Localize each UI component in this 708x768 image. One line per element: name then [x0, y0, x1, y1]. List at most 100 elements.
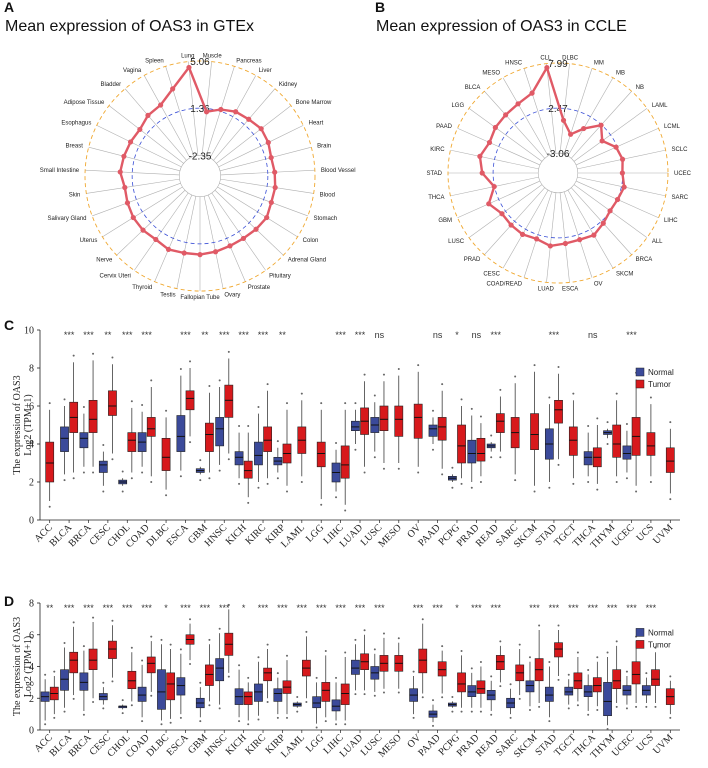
radar-spoke	[165, 66, 195, 157]
significance-label: ***	[549, 330, 560, 340]
normal-outlier	[276, 716, 279, 719]
radar-point	[227, 243, 233, 249]
radar-spoke	[571, 187, 632, 255]
tumor-outlier	[596, 708, 599, 711]
y-axis-label-line2: Log2 (TPM+1)	[23, 636, 34, 697]
significance-label: ***	[297, 603, 308, 613]
normal-outlier	[432, 448, 435, 451]
radar-category-label: Lung	[181, 54, 194, 60]
normal-outlier	[315, 726, 318, 729]
radar-point	[258, 126, 264, 132]
radar-spoke	[124, 88, 187, 161]
significance-label: ***	[83, 603, 94, 613]
tumor-outlier	[169, 721, 172, 724]
normal-outlier	[548, 720, 551, 723]
normal-outlier	[296, 710, 299, 713]
normal-box	[60, 669, 69, 691]
y-axis-label-line1: The expression of OAS3	[12, 617, 23, 716]
radar-category-label: Pituitary	[269, 273, 291, 279]
radar-point	[533, 236, 540, 242]
normal-outlier	[587, 713, 590, 716]
tumor-outlier	[441, 645, 444, 648]
legend-tumor-swatch	[635, 640, 645, 649]
tumor-box	[45, 441, 55, 483]
radar-category-label: Skin	[69, 192, 81, 198]
normal-outlier	[199, 479, 202, 482]
x-tick-label: ESCA	[165, 522, 191, 548]
significance-label: ***	[219, 330, 230, 340]
y-tick-label: 0	[29, 726, 34, 737]
tumor-outlier	[572, 392, 575, 395]
tumor-outlier	[320, 402, 323, 405]
radar-point	[212, 249, 219, 255]
tumor-outlier	[557, 463, 560, 466]
radar-spoke	[85, 169, 180, 176]
radar-category-label: Thyroid	[132, 285, 152, 291]
tumor-outlier	[189, 662, 192, 665]
normal-outlier	[451, 695, 454, 698]
tumor-box	[146, 417, 156, 437]
tumor-outlier	[533, 490, 536, 493]
tumor-box	[108, 390, 117, 416]
radar-category-label: Adipose Tissue	[64, 100, 105, 106]
tumor-outlier	[397, 691, 400, 694]
normal-box	[583, 685, 593, 697]
normal-box	[157, 669, 166, 710]
radar-category-label: ESCA	[562, 286, 578, 292]
significance-label: ns	[433, 330, 443, 340]
y-tick-label: 0	[29, 516, 34, 527]
normal-outlier	[218, 627, 221, 630]
significance-label: ***	[180, 603, 191, 613]
normal-outlier	[548, 396, 551, 399]
significance-label: ***	[490, 603, 501, 613]
normal-outlier	[587, 424, 590, 427]
tumor-outlier	[189, 360, 192, 363]
normal-box	[564, 686, 574, 696]
radar-point	[218, 106, 224, 113]
tumor-outlier	[208, 385, 211, 388]
significance-label: *	[455, 330, 459, 340]
normal-outlier	[470, 710, 473, 713]
radar-category-label: Small Intestine	[40, 168, 80, 174]
tumor-outlier	[247, 424, 250, 427]
normal-outlier	[296, 695, 299, 698]
tumor-outlier	[514, 375, 517, 378]
radar-point	[479, 170, 485, 176]
tumor-outlier	[654, 646, 657, 649]
tumor-outlier	[285, 716, 288, 719]
radar-inner-ring	[179, 155, 222, 198]
normal-outlier	[625, 707, 628, 710]
significance-label: ***	[374, 603, 385, 613]
x-tick-label: KICH	[224, 522, 249, 547]
significance-label: ***	[490, 330, 501, 340]
significance-label: *	[242, 603, 246, 613]
radar-category-label: Colon	[303, 238, 319, 244]
tumor-box	[224, 384, 234, 418]
radar-category-label: KIRC	[430, 147, 445, 153]
normal-outlier	[179, 716, 182, 719]
tumor-outlier	[460, 398, 463, 401]
tumor-outlier	[417, 364, 420, 367]
x-tick-label: KICH	[224, 732, 249, 757]
normal-box	[467, 685, 477, 697]
tumor-outlier	[320, 503, 323, 506]
radar-point	[619, 170, 625, 176]
significance-label: ***	[238, 330, 249, 340]
radar-category-label: Kidney	[279, 82, 297, 88]
tumor-box	[631, 661, 641, 685]
radar-category-label: Muscle	[203, 54, 223, 60]
tumor-outlier	[615, 392, 618, 395]
significance-label: ***	[122, 603, 133, 613]
y-tick-label: 6	[29, 402, 34, 413]
tumor-outlier	[499, 640, 502, 643]
normal-outlier	[276, 440, 279, 443]
x-tick-label: READ	[474, 522, 501, 549]
normal-outlier	[373, 648, 376, 651]
tumor-box	[612, 669, 622, 690]
tumor-box	[554, 399, 563, 424]
tumor-box	[495, 655, 505, 670]
y-tick-label: 8	[29, 364, 34, 375]
normal-box	[215, 658, 225, 682]
tumor-outlier	[382, 373, 385, 376]
